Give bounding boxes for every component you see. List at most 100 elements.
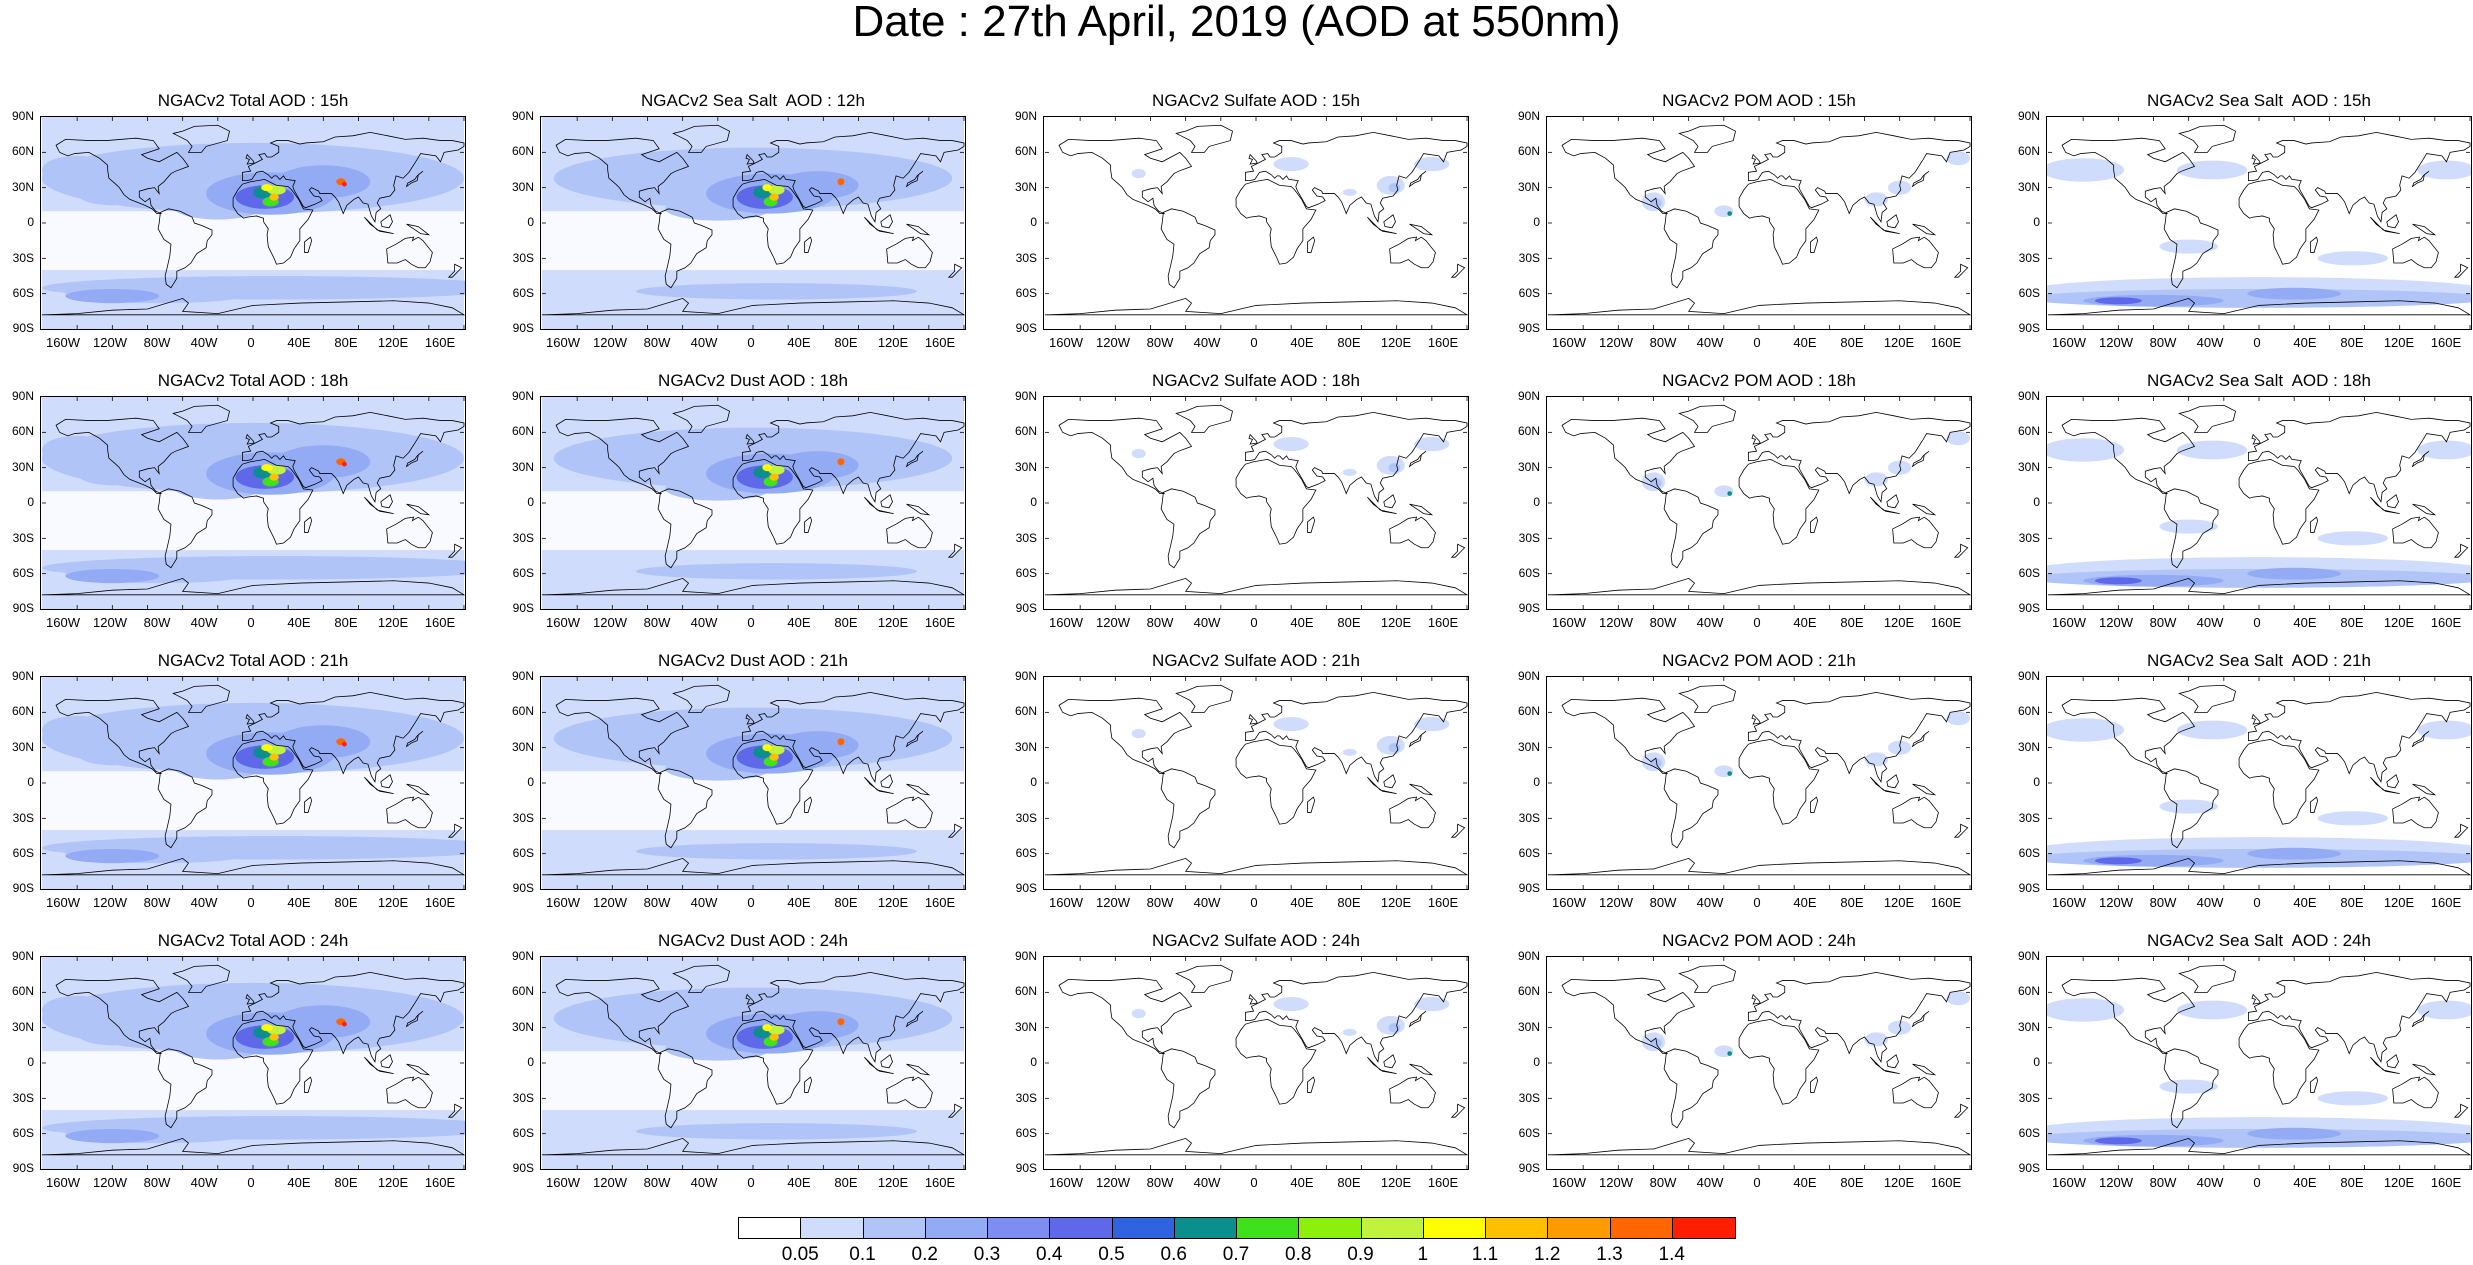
lat-tick-label: 90N	[1014, 669, 1037, 683]
australia-outline	[1892, 1076, 1939, 1109]
aod-plume	[2247, 567, 2342, 580]
lat-tick-label: 60N	[11, 144, 34, 158]
new-zealand-outline	[1953, 1103, 1969, 1118]
africa-outline	[1235, 1018, 1317, 1105]
panel-title: NGACv2 Sea Salt AOD : 21h	[2147, 651, 2371, 670]
aod-plume	[776, 1011, 859, 1040]
north-america-outline	[2061, 697, 2196, 774]
lat-tick-label: 90S	[2018, 1161, 2040, 1175]
madagascar-outline	[2310, 1076, 2319, 1093]
aod-plume	[65, 568, 160, 584]
lon-tick-label: 160E	[1427, 615, 1459, 630]
lon-tick-label: 80E	[2340, 1175, 2364, 1190]
panel-title: NGACv2 Sulfate AOD : 21h	[1152, 651, 1360, 670]
colorbar-swatch	[1609, 1217, 1673, 1239]
borneo-outline	[380, 214, 393, 229]
aod-plume	[2176, 720, 2248, 740]
lat-tick-label: 30N	[2017, 460, 2040, 474]
lon-tick-label: 80E	[1337, 615, 1361, 630]
aod-plume	[1388, 742, 1401, 753]
aod-plume	[776, 451, 859, 480]
lat-tick-label: 60N	[11, 984, 34, 998]
map-canvas	[2047, 677, 2471, 889]
lon-tick-label: 0	[747, 1175, 755, 1190]
australia-outline	[2392, 236, 2439, 269]
aod-map	[40, 956, 466, 1170]
australia-outline	[2392, 516, 2439, 549]
aod-plume	[2047, 718, 2125, 742]
lon-tick-label: 40E	[1290, 615, 1314, 630]
aod-plume	[1131, 728, 1146, 739]
lon-tick-label: 160W	[1049, 615, 1083, 630]
aod-map	[1546, 956, 1972, 1170]
aod-plume	[1727, 211, 1733, 216]
map-canvas	[541, 957, 965, 1169]
aod-plume	[1273, 997, 1309, 1012]
lat-tick-label: 0	[2033, 775, 2040, 789]
lat-tick-label: 90N	[1014, 389, 1037, 403]
panel-title: NGACv2 Dust AOD : 18h	[658, 371, 848, 390]
africa-outline	[232, 178, 314, 265]
greenland-outline	[2178, 964, 2236, 993]
lon-tick-label: 40W	[190, 895, 218, 910]
lat-tick-label: 30S	[1518, 1091, 1540, 1105]
indonesia-outline	[1870, 1056, 1900, 1074]
lon-tick-label: 160E	[2430, 1175, 2462, 1190]
lat-tick-label: 30S	[1518, 531, 1540, 545]
africa-outline	[1738, 1018, 1820, 1105]
south-america-outline	[657, 768, 713, 849]
lon-tick-label: 40W	[2196, 335, 2224, 350]
lat-tick-label: 90S	[1015, 1161, 1037, 1175]
lat-tick-label: 90N	[1517, 389, 1540, 403]
south-america-outline	[657, 208, 713, 289]
map-panel: NGACv2 Sulfate AOD : 24h 90N 60N 30N 0 30S 60S…	[1003, 932, 1503, 1192]
lat-tick-label: 30N	[1014, 740, 1037, 754]
lat-tick-label: 60N	[1517, 144, 1540, 158]
lon-tick-label: 40E	[787, 1175, 811, 1190]
aod-plume	[768, 185, 785, 195]
lat-tick-label: 0	[27, 775, 34, 789]
aod-map	[40, 396, 466, 610]
lon-tick-label: 80W	[643, 895, 671, 910]
lon-tick-label: 80W	[643, 335, 671, 350]
lon-tick-label: 40W	[190, 1175, 218, 1190]
lon-tick-label: 0	[1753, 1175, 1761, 1190]
lon-tick-label: 80W	[1649, 615, 1677, 630]
lon-tick-label: 120W	[1096, 335, 1130, 350]
new-zealand-outline	[1953, 823, 1969, 838]
panel-title: NGACv2 Sulfate AOD : 24h	[1152, 931, 1360, 950]
greenland-outline	[2178, 404, 2236, 433]
lon-tick-label: 160E	[2430, 615, 2462, 630]
japan-outline	[405, 170, 424, 188]
lon-tick-label: 80E	[1840, 335, 1864, 350]
madagascar-outline	[1810, 516, 1819, 533]
aod-plume	[342, 1021, 347, 1027]
japan-outline	[2411, 1010, 2430, 1028]
antarctica-outline	[2047, 297, 2471, 316]
aod-plume	[261, 184, 273, 192]
lon-tick-label: 80W	[2149, 335, 2177, 350]
uk-outline	[745, 433, 755, 445]
lat-tick-label: 60N	[2017, 704, 2040, 718]
aod-plume	[276, 725, 371, 759]
lat-tick-label: 90N	[1014, 109, 1037, 123]
lat-tick-label: 30S	[12, 1091, 34, 1105]
lat-tick-label: 60N	[1517, 704, 1540, 718]
lon-tick-label: 160W	[2052, 335, 2086, 350]
lon-tick-label: 160W	[2052, 895, 2086, 910]
eurasia-outline	[2248, 131, 2471, 223]
lon-tick-label: 160W	[1049, 1175, 1083, 1190]
lat-tick-label: 30S	[1015, 1091, 1037, 1105]
lon-tick-label: 80W	[1649, 1175, 1677, 1190]
antarctica-outline	[2047, 577, 2471, 596]
uk-outline	[745, 153, 755, 165]
north-america-outline	[55, 977, 190, 1054]
lat-tick-label: 0	[1533, 495, 1540, 509]
lon-tick-label: 120E	[1883, 1175, 1915, 1190]
lon-tick-label: 80W	[643, 615, 671, 630]
madagascar-outline	[1307, 796, 1316, 813]
north-america-outline	[2061, 417, 2196, 494]
greenland-outline	[672, 404, 730, 433]
lat-tick-label: 30N	[1517, 460, 1540, 474]
uk-outline	[245, 713, 255, 725]
